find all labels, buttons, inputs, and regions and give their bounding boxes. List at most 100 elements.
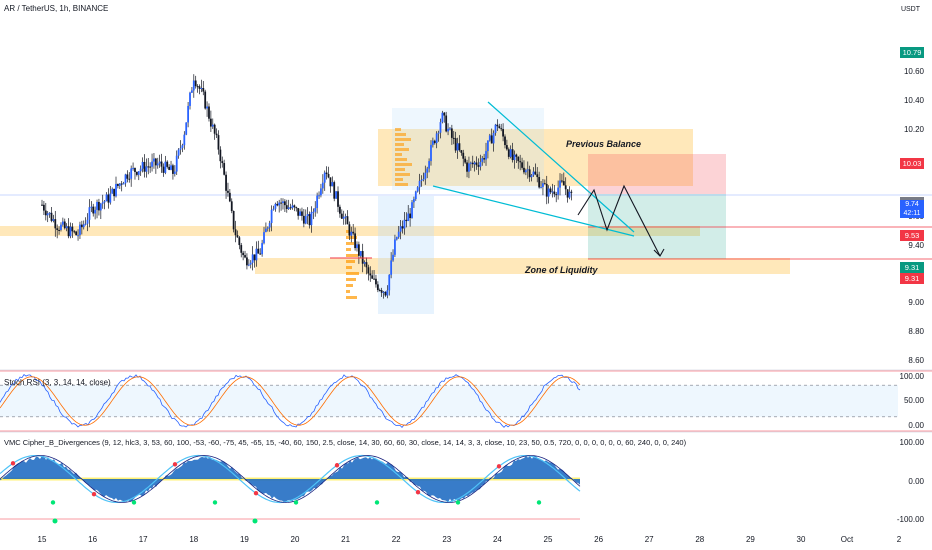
candle-down bbox=[240, 245, 243, 253]
candle-down bbox=[58, 229, 60, 231]
x-axis-tick-label: 16 bbox=[88, 535, 98, 544]
candle-down bbox=[369, 273, 372, 276]
candle-up bbox=[287, 207, 290, 209]
candle-down bbox=[80, 224, 83, 228]
vmc-sell-dot bbox=[415, 490, 421, 495]
candle-up bbox=[192, 80, 195, 91]
volume-profile-bar bbox=[346, 230, 350, 233]
candle-down bbox=[202, 88, 205, 92]
overlay-layer bbox=[330, 101, 665, 259]
candle-down bbox=[566, 189, 569, 198]
vmc-buy-dot bbox=[212, 500, 218, 505]
candle-up bbox=[103, 201, 106, 203]
candle-down bbox=[230, 201, 233, 211]
candle-up bbox=[170, 165, 172, 170]
candle-down bbox=[135, 171, 138, 175]
volume-profile-bar bbox=[346, 260, 355, 263]
candle-down bbox=[523, 167, 525, 173]
candle-down bbox=[302, 215, 305, 224]
candle-down bbox=[44, 210, 47, 216]
candle-up bbox=[321, 182, 324, 189]
annotation-zone-of-liquidity: Zone of Liquidity bbox=[525, 265, 598, 275]
candle-down bbox=[498, 126, 501, 129]
candle-down bbox=[242, 252, 245, 256]
vmc-cipher-title: VMC Cipher_B_Divergences (9, 12, hlc3, 3… bbox=[4, 438, 687, 447]
x-axis-tick-label: 25 bbox=[543, 535, 553, 544]
candle-up bbox=[485, 151, 487, 160]
vmc-sell-dot bbox=[253, 491, 259, 496]
candle-up bbox=[175, 155, 178, 172]
candle-down bbox=[232, 210, 235, 230]
candle-down bbox=[120, 183, 123, 185]
candle-up bbox=[79, 224, 81, 236]
candle-up bbox=[492, 132, 495, 144]
candle-up bbox=[559, 180, 561, 188]
candle-up bbox=[420, 179, 423, 181]
candle-up bbox=[411, 202, 413, 219]
candle-up bbox=[82, 224, 85, 228]
vmc-buy-dot bbox=[293, 500, 299, 505]
candle-down bbox=[373, 278, 375, 280]
stoch-rsi-layer bbox=[0, 370, 932, 432]
y-axis-tick-label: 9.40 bbox=[908, 241, 924, 250]
candle-down bbox=[483, 158, 486, 160]
candle-down bbox=[67, 226, 70, 237]
candle-up bbox=[141, 161, 144, 169]
candle-up bbox=[551, 191, 554, 193]
volume-profile-bar bbox=[346, 284, 353, 287]
candle-down bbox=[357, 244, 360, 256]
volume-profile-bar bbox=[395, 148, 409, 151]
candle-up bbox=[431, 140, 434, 145]
candle-up bbox=[540, 186, 542, 188]
y-axis-tick-label: 10.20 bbox=[903, 125, 924, 134]
price-tag: 9.74 42:11 bbox=[900, 199, 924, 218]
vmc-sell-dot bbox=[91, 491, 97, 497]
candle-down bbox=[460, 150, 463, 153]
projection-arrowhead bbox=[653, 248, 665, 257]
candle-up bbox=[137, 171, 140, 175]
candle-down bbox=[172, 165, 174, 174]
candle-up bbox=[247, 264, 250, 266]
candle-up bbox=[173, 171, 176, 174]
x-axis-tick-label: 19 bbox=[239, 535, 249, 544]
candle-up bbox=[509, 149, 512, 157]
candle-down bbox=[217, 135, 220, 150]
candle-down bbox=[234, 229, 237, 236]
candle-up bbox=[468, 163, 470, 172]
candle-down bbox=[534, 171, 537, 175]
candle-up bbox=[206, 106, 208, 109]
candle-up bbox=[306, 214, 309, 217]
stoch-y-tick-label: 0.00 bbox=[908, 421, 924, 430]
candle-down bbox=[126, 174, 129, 179]
candle-up bbox=[320, 188, 322, 196]
currency-label: USDT bbox=[900, 6, 920, 13]
candle-down bbox=[166, 161, 169, 167]
candle-up bbox=[399, 226, 402, 232]
wedge-upper-line bbox=[487, 101, 635, 233]
x-axis-tick-label: 17 bbox=[138, 535, 148, 544]
candle-up bbox=[437, 132, 440, 134]
candle-down bbox=[500, 128, 503, 130]
vmc-sell-dot bbox=[334, 463, 340, 468]
candle-down bbox=[225, 174, 227, 191]
price-tag: 9.53 bbox=[900, 230, 924, 242]
candle-up bbox=[52, 219, 55, 221]
volume-profile-bar bbox=[395, 158, 407, 161]
chart-title: AR / TetherUS, 1h, BINANCE bbox=[4, 4, 109, 13]
candle-up bbox=[414, 191, 417, 200]
candle-down bbox=[339, 206, 341, 214]
candle-down bbox=[236, 235, 239, 238]
candle-down bbox=[405, 219, 408, 222]
y-axis-tick-label: 10.40 bbox=[903, 96, 924, 105]
candle-down bbox=[521, 162, 523, 168]
candle-down bbox=[371, 275, 374, 279]
candle-up bbox=[397, 231, 400, 238]
candle-up bbox=[323, 172, 326, 183]
candle-up bbox=[403, 219, 406, 229]
candle-down bbox=[555, 194, 558, 196]
candle-down bbox=[154, 158, 157, 166]
vmc-wave-1 bbox=[0, 454, 581, 504]
candle-up bbox=[99, 203, 102, 211]
vmc-y-tick-label: 100.00 bbox=[899, 438, 924, 447]
volume-profile-bar bbox=[346, 248, 351, 251]
